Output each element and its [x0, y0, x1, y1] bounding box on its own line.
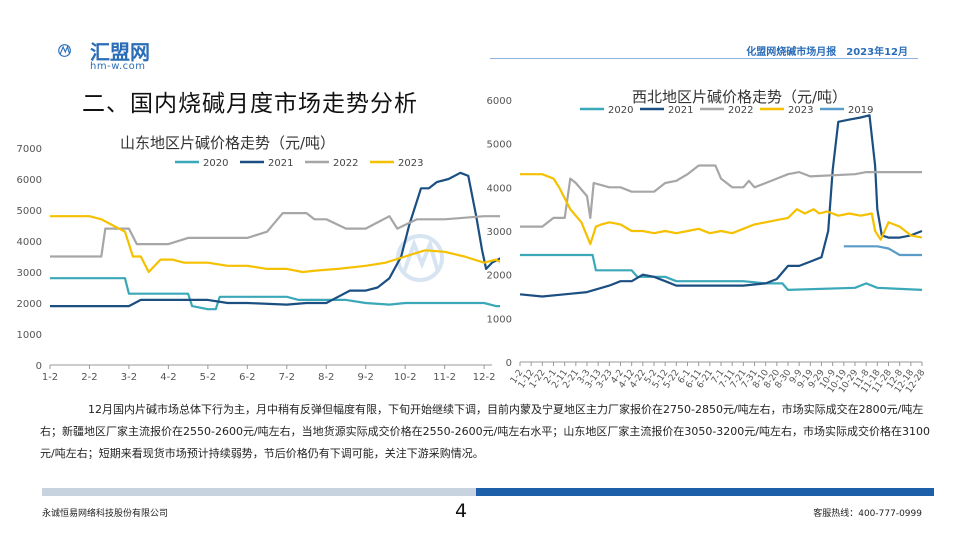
chart-title: 山东地区片碱价格走势（元/吨）	[120, 134, 335, 152]
y-tick-label: 5000	[17, 206, 42, 217]
logo-text: 汇盟网	[90, 40, 150, 64]
x-tick-label: 6-2	[239, 372, 255, 383]
chart-title: 西北地区片碱价格走势（元/吨）	[632, 88, 847, 106]
legend-label-2022: 2022	[728, 105, 753, 116]
legend-label-2021: 2021	[268, 158, 293, 169]
x-tick-label: 8-2	[318, 372, 334, 383]
y-tick-label: 6000	[17, 175, 42, 186]
y-tick-label: 5000	[487, 140, 512, 151]
y-tick-label: 6000	[487, 96, 512, 107]
series-line-2022	[520, 164, 922, 228]
series-line-2022	[50, 212, 500, 258]
footer-bar	[42, 488, 934, 496]
x-tick-label: 1-2	[42, 372, 58, 383]
y-tick-label: 7000	[17, 144, 42, 155]
x-tick-label: 9-2	[358, 372, 374, 383]
logo-icon	[58, 44, 71, 57]
x-tick-label: 4-2	[160, 372, 176, 383]
y-tick-label: 2000	[487, 271, 512, 282]
series-line-2023	[50, 215, 500, 274]
series-line-2023	[520, 173, 923, 246]
y-tick-label: 1000	[487, 314, 512, 325]
logo-url: hm-w.com	[90, 61, 146, 72]
series-line-2021	[519, 114, 923, 298]
x-tick-label: 3-2	[121, 372, 137, 383]
y-tick-label: 0	[506, 358, 512, 369]
page-number: 4	[455, 500, 468, 522]
series-line-2019	[843, 245, 922, 257]
y-tick-label: 3000	[17, 268, 42, 279]
northwest-price-chart: 西北地区片碱价格走势（元/吨） 0 1000 2000 3000 4000 5000 6000…	[487, 88, 928, 395]
series-line-2021	[50, 171, 500, 308]
hotline: 客服热线：400-777-0999	[813, 509, 922, 519]
series-line-2020	[50, 277, 500, 311]
y-tick-label: 4000	[17, 237, 42, 248]
y-tick-label: 2000	[17, 299, 42, 310]
x-tick-label: 10-2	[394, 372, 417, 383]
x-tick-label: 5-2	[200, 372, 216, 383]
x-tick-label: 11-2	[433, 372, 456, 383]
company-name: 永诚恒易网络科技股份有限公司	[42, 509, 169, 519]
header-divider	[490, 58, 918, 59]
x-tick-label: 2-2	[81, 372, 97, 383]
y-tick-label: 3000	[487, 227, 512, 238]
y-tick-label: 1000	[17, 330, 42, 341]
legend-label-2021: 2021	[668, 105, 693, 116]
analysis-text: 12月国内片碱市场总体下行为主，月中稍有反弹但幅度有限，下旬开始继续下调，目前内…	[40, 403, 930, 460]
legend-label-2020: 2020	[608, 105, 633, 116]
y-tick-label: 0	[36, 361, 42, 372]
legend-label-2023: 2023	[788, 105, 813, 116]
shandong-price-chart: 山东地区片碱价格走势（元/吨） 0 1000 2000 3000 4000 5000 6000…	[17, 134, 500, 383]
legend-label-2019: 2019	[848, 105, 873, 116]
section-title: 二、国内烧碱月度市场走势分析	[82, 91, 418, 117]
x-tick-label: 12-2	[473, 372, 496, 383]
x-tick-label: 7-2	[279, 372, 295, 383]
legend-label-2022: 2022	[333, 158, 358, 169]
series-line-2020	[520, 253, 923, 291]
report-title: 化盟网烧碱市场月报 2023年12月	[746, 47, 908, 58]
legend-label-2020: 2020	[203, 158, 228, 169]
legend-label-2023: 2023	[398, 158, 423, 169]
y-tick-label: 4000	[487, 183, 512, 194]
